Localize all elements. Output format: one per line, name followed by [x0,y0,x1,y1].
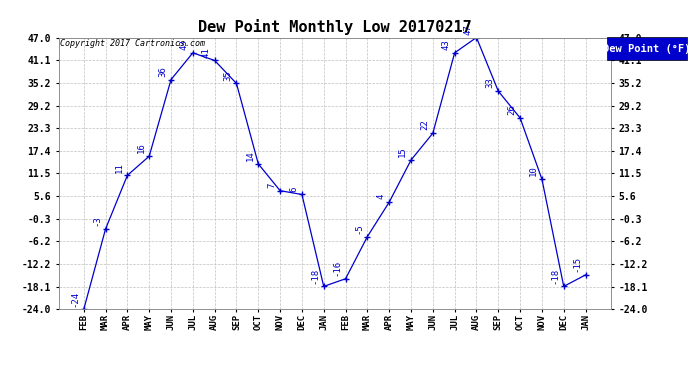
Text: 47: 47 [464,24,473,35]
Title: Dew Point Monthly Low 20170217: Dew Point Monthly Low 20170217 [198,19,471,35]
Text: 15: 15 [398,147,407,157]
Text: 11: 11 [115,162,124,172]
Text: 26: 26 [507,104,516,115]
Text: -3: -3 [92,215,101,226]
Text: 6: 6 [289,186,298,192]
Text: -16: -16 [333,260,342,276]
Text: 4: 4 [376,194,385,200]
Text: 7: 7 [267,183,276,188]
Text: 22: 22 [420,120,429,130]
Text: 35: 35 [224,70,233,81]
Text: 16: 16 [137,142,146,153]
Text: -5: -5 [355,223,364,234]
Text: 43: 43 [180,39,189,50]
Text: Dew Point (°F): Dew Point (°F) [603,44,690,54]
Text: -18: -18 [551,267,560,284]
Text: 10: 10 [529,166,538,176]
Text: -15: -15 [573,256,582,272]
Text: 41: 41 [201,47,211,58]
Text: 14: 14 [246,150,255,161]
Text: Copyright 2017 Cartronics.com: Copyright 2017 Cartronics.com [60,39,205,48]
Text: -24: -24 [71,291,80,307]
Text: -18: -18 [311,267,320,284]
Text: 33: 33 [486,78,495,88]
Text: 43: 43 [442,39,451,50]
Text: 36: 36 [158,66,167,77]
